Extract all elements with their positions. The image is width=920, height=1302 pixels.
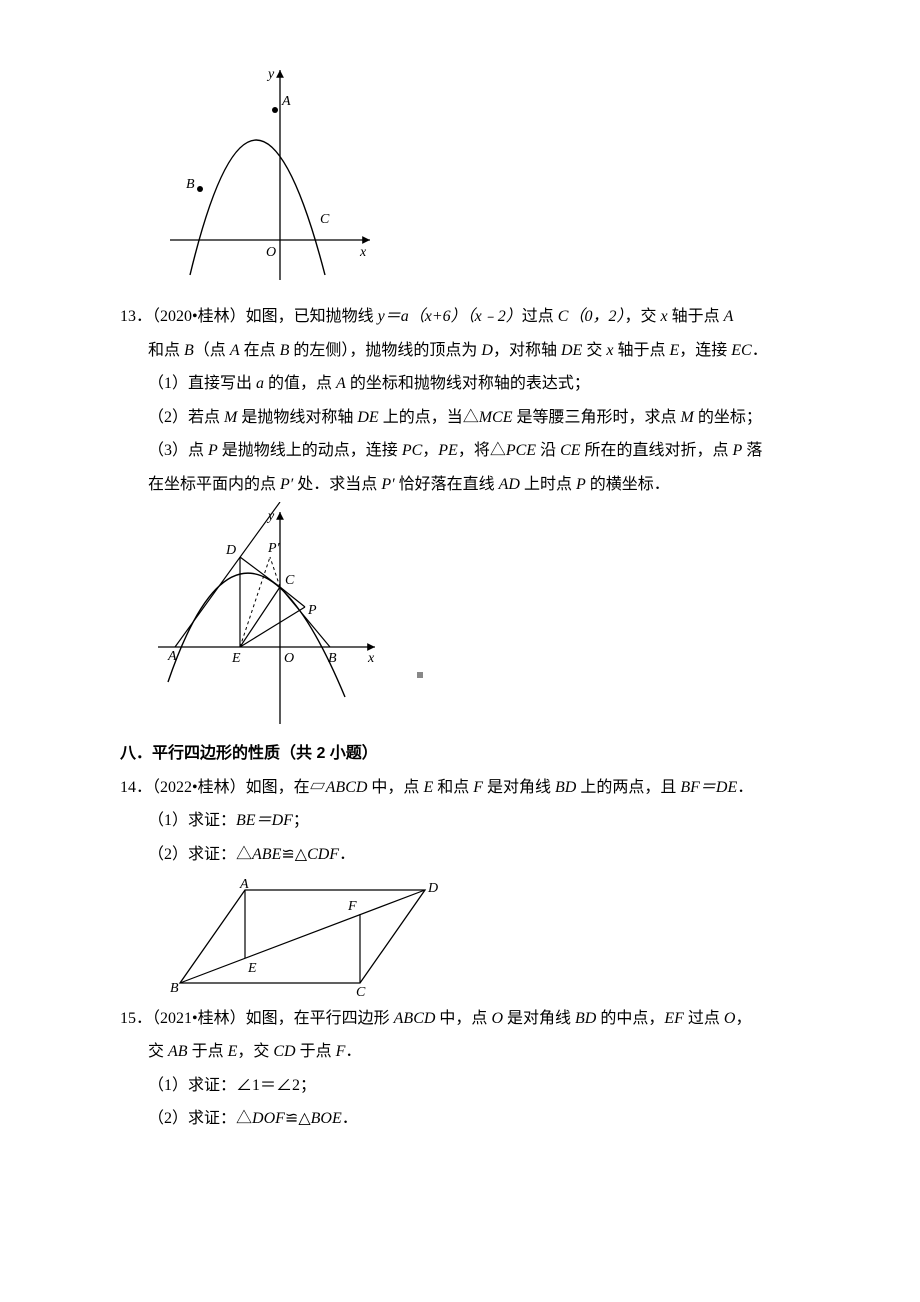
fig1-label-A: A	[281, 94, 291, 109]
fig1-svg: A B C O x y	[160, 60, 380, 290]
fig2-E: E	[231, 651, 241, 666]
p13-q2: （2）若点 M 是抛物线对称轴 DE 上的点，当△MCE 是等腰三角形时，求点 …	[120, 401, 800, 435]
p15-line1: 15．（2021•桂林）如图，在平行四边形 ABCD 中，点 O 是对角线 BD…	[120, 1002, 800, 1036]
fig3-E: E	[247, 961, 257, 976]
p13-number: 13．	[120, 308, 152, 325]
fig1-label-C: C	[320, 212, 330, 227]
p15-q2: （2）求证：△DOF≌△BOE．	[120, 1102, 800, 1136]
fig1-label-B: B	[186, 177, 195, 192]
fig1-label-O: O	[266, 245, 276, 260]
fig3-F: F	[347, 899, 357, 914]
fig2-A: A	[167, 649, 177, 664]
fig3-D: D	[427, 881, 438, 896]
p13-line2: 和点 B（点 A 在点 B 的左侧），抛物线的顶点为 D，对称轴 DE 交 x …	[120, 334, 800, 368]
page-side-marker	[417, 672, 423, 678]
fig2-y: y	[266, 509, 275, 524]
figure-14: A D B C E F	[120, 878, 800, 998]
fig1-label-x: x	[359, 245, 367, 260]
fig1-label-y: y	[266, 67, 275, 82]
fig2-D: D	[225, 543, 236, 558]
fig2-P: P	[307, 603, 317, 618]
p13-q3b: 在坐标平面内的点 P′ 处．求当点 P′ 恰好落在直线 AD 上时点 P 的横坐…	[120, 468, 800, 502]
p14-line1: 14．（2022•桂林）如图，在▱ABCD 中，点 E 和点 F 是对角线 BD…	[120, 771, 800, 805]
p14-q2: （2）求证：△ABE≌△CDF．	[120, 838, 800, 872]
figure-13-top: A B C O x y	[120, 60, 800, 290]
fig3-C: C	[356, 985, 366, 998]
fig3-A: A	[239, 878, 249, 892]
fig3-B: B	[170, 981, 179, 996]
p13-line1: 13．（2020•桂林）如图，已知抛物线 y＝a（x+6）（x﹣2）过点 C（0…	[120, 300, 800, 334]
fig2-Pp: P′	[267, 541, 281, 556]
fig2-svg: A B C D E P P′ O x y	[150, 502, 390, 732]
fig2-x: x	[367, 651, 375, 666]
fig2-C: C	[285, 573, 295, 588]
fig2-O: O	[284, 651, 294, 666]
p15-q1: （1）求证：∠1＝∠2；	[120, 1069, 800, 1103]
fig2-B: B	[328, 651, 337, 666]
fig3-svg: A D B C E F	[170, 878, 440, 998]
section-8-heading: 八．平行四边形的性质（共 2 小题）	[120, 732, 800, 771]
p15-line2: 交 AB 于点 E，交 CD 于点 F．	[120, 1035, 800, 1069]
p13-q3a: （3）点 P 是抛物线上的动点，连接 PC，PE，将△PCE 沿 CE 所在的直…	[120, 434, 800, 468]
figure-13-bottom: A B C D E P P′ O x y	[120, 502, 800, 732]
p13-q1: （1）直接写出 a 的值，点 A 的坐标和抛物线对称轴的表达式；	[120, 367, 800, 401]
p14-q1: （1）求证：BE＝DF；	[120, 804, 800, 838]
